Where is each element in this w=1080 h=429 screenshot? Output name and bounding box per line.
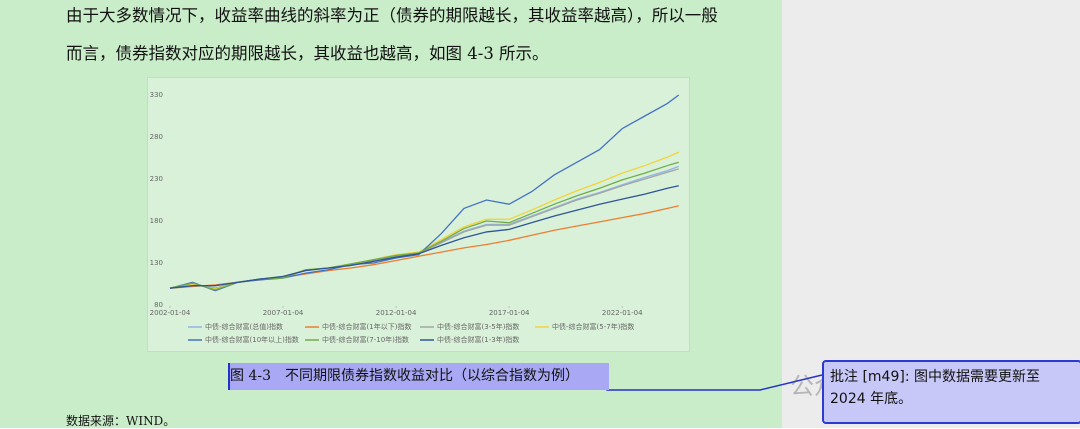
y-tick-label: 130 [150, 259, 163, 267]
comment-label: 批注 [m49]: [830, 369, 910, 385]
text-line: 由于大多数情况下，收益率曲线的斜率为正（债券的期限越长，其收益率越高），所以一般 [66, 6, 718, 25]
chart-frame [147, 77, 690, 352]
series-line [169, 165, 679, 289]
series-line [169, 185, 679, 289]
y-tick-label: 180 [150, 217, 163, 225]
y-tick-label: 330 [150, 91, 163, 99]
x-tick-label: 2002-01-04 [150, 309, 191, 317]
series-line [169, 151, 680, 290]
legend-label: 中债-综合财富(总值)指数 [205, 322, 283, 331]
y-tick-label: 280 [150, 133, 163, 141]
legend-label: 中债-综合财富(1-3年)指数 [437, 335, 519, 344]
legend-label: 中债-综合财富(3-5年)指数 [437, 322, 519, 331]
comment-text: 图中数据需要更新至2024 年底。 [830, 369, 1040, 407]
comment-pane [782, 0, 1080, 428]
y-tick-label: 230 [150, 175, 163, 183]
series-line [169, 94, 680, 292]
x-tick-label: 2022-01-04 [602, 309, 643, 317]
x-tick-label: 2017-01-04 [489, 309, 530, 317]
caption: 图 4-3 不同期限债券指数收益对比（以综合指数为例） [228, 363, 609, 390]
legend-label: 中债-综合财富(10年以上)指数 [205, 335, 299, 344]
comment-balloon[interactable]: 批注 [m49]: 图中数据需要更新至2024 年底。 [822, 360, 1080, 424]
legend-label: 中债-综合财富(5-7年)指数 [552, 322, 634, 331]
legend-label: 中债-综合财富(1年以下)指数 [322, 322, 411, 331]
text-line: 而言，债券指数对应的期限越长，其收益也越高，如图 4-3 所示。 [66, 44, 549, 63]
x-tick-label: 2007-01-04 [263, 309, 304, 317]
source-note: 数据来源：WIND。 [66, 414, 176, 428]
x-tick-label: 2012-01-04 [376, 309, 417, 317]
y-tick-label: 80 [154, 301, 163, 309]
series-line [169, 205, 679, 289]
legend-label: 中债-综合财富(7-10年)指数 [322, 335, 409, 344]
